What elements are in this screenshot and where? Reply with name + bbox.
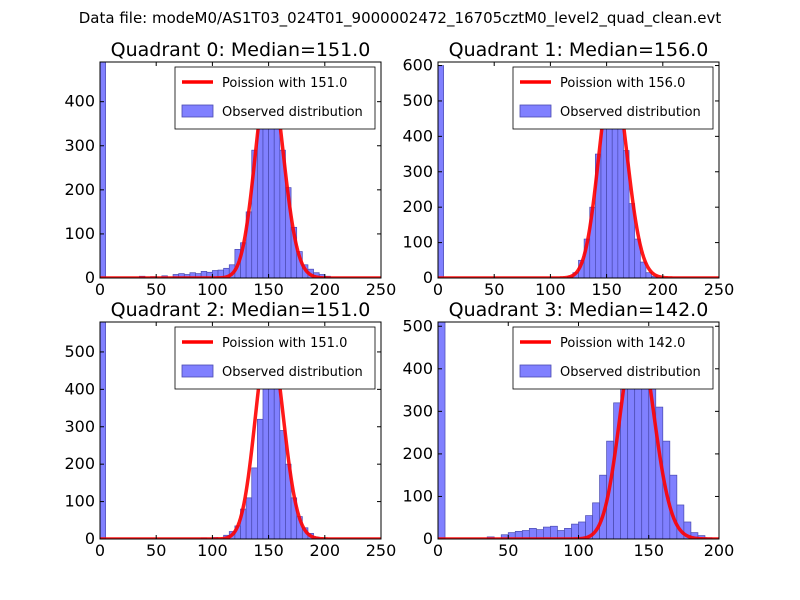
legend-box [512,66,714,130]
x-tick-label: 200 [310,541,341,560]
histogram-bar [245,497,253,539]
x-tick-label: 150 [253,280,284,299]
x-tick-label: 100 [535,280,566,299]
y-tick-label: 0 [423,268,433,287]
y-tick-label: 200 [64,180,95,199]
y-tick-label: 100 [64,224,95,243]
chart-panel-1: 0 50 100 150 200 250 0 100 200 300 400 500 600 Quadra… [402,39,734,299]
legend-label-observed: Observed distribution [560,105,701,120]
y-tick-label: 200 [402,197,433,216]
legend-label-poisson: Poission with 156.0 [560,76,685,91]
x-tick-label: 0 [433,280,443,299]
y-tick-label: 500 [402,316,433,335]
y-tick-label: 400 [64,379,95,398]
legend-label-observed: Observed distribution [222,105,363,120]
x-tick-label: 0 [433,541,443,560]
legend-box [174,66,376,130]
histogram-bar [257,418,264,539]
legend: Poission with 142.0 Observed distribution [512,326,714,390]
legend-label-poisson: Poission with 151.0 [222,336,347,351]
plot-area [100,322,381,539]
histogram-bar [100,62,106,278]
y-tick-label: 100 [64,492,95,511]
y-tick-label: 200 [402,444,433,463]
chart-title: Quadrant 3: Median=142.0 [449,299,709,321]
y-tick-label: 400 [64,92,95,111]
y-tick-label: 0 [85,529,95,548]
chart-panel-3: 0 50 100 150 200 0 100 200 300 400 500 Quadrant 3: … [402,299,734,560]
histogram-bar [543,526,551,539]
legend-bar-swatch [519,364,552,378]
histogram-bar [279,430,286,539]
histogram-bar [273,381,281,539]
axes-frame [99,321,382,540]
x-tick-label: 250 [704,280,735,299]
legend-label-observed: Observed distribution [560,365,701,380]
y-tick-label: 500 [64,342,95,361]
y-tick-label: 0 [423,529,433,548]
y-tick-label: 500 [402,91,433,110]
x-tick-label: 100 [563,541,594,560]
histogram-bar [100,322,106,539]
axes-frame [99,61,382,279]
x-tick-label: 200 [704,541,735,560]
legend-label-poisson: Poission with 142.0 [560,336,685,351]
x-tick-label: 250 [366,280,397,299]
x-tick-label: 50 [146,541,166,560]
y-tick-label: 200 [64,454,95,473]
y-tick-label: 100 [402,233,433,252]
legend-box [174,326,376,390]
legend-bar-swatch [181,364,214,378]
y-tick-label: 100 [402,486,433,505]
x-tick-label: 100 [197,280,228,299]
histogram-bar [438,322,446,539]
legend-box [512,326,714,390]
x-tick-label: 50 [146,280,166,299]
histogram-bar [571,523,579,539]
x-tick-label: 150 [633,541,664,560]
chart-panel-0: 0 50 100 150 200 250 0 100 200 300 400 Quadrant 0: … [64,39,396,299]
y-tick-label: 400 [402,359,433,378]
y-tick-label: 300 [402,162,433,181]
y-tick-label: 300 [402,401,433,420]
x-tick-label: 0 [95,541,105,560]
histogram-bar [617,107,624,278]
y-tick-label: 300 [64,417,95,436]
legend-bar-swatch [519,104,552,118]
histogram-bar [639,261,647,278]
legend: Poission with 151.0 Observed distribution [174,326,376,390]
legend: Poission with 156.0 Observed distribution [512,66,714,130]
x-tick-label: 50 [498,541,518,560]
figure-title: Data file: modeM0/AS1T03_024T01_90000024… [78,9,722,27]
axes-frame [437,61,720,279]
x-tick-label: 150 [591,280,622,299]
x-tick-label: 0 [95,280,105,299]
x-tick-label: 50 [484,280,504,299]
chart-title: Quadrant 2: Median=151.0 [111,299,371,321]
chart-title: Quadrant 0: Median=151.0 [111,39,371,61]
x-tick-label: 150 [253,541,284,560]
y-tick-label: 400 [402,126,433,145]
x-tick-label: 250 [366,541,397,560]
histogram-bar [683,521,692,539]
y-tick-label: 300 [64,136,95,155]
histogram-bar [550,525,558,539]
y-tick-label: 600 [402,56,433,75]
chart-panel-2: 0 50 100 150 200 250 0 100 200 300 400 500 Quadrant … [64,299,396,560]
x-tick-label: 200 [310,280,341,299]
legend: Poission with 151.0 Observed distribution [174,66,376,130]
chart-title: Quadrant 1: Median=156.0 [449,39,709,61]
y-tick-label: 0 [85,268,95,287]
legend-label-poisson: Poission with 151.0 [222,76,347,91]
legend-label-observed: Observed distribution [222,365,363,380]
histogram-bar [251,467,258,539]
legend-bar-swatch [181,104,214,118]
x-tick-label: 200 [648,280,679,299]
histogram-bar [645,272,652,278]
x-tick-label: 100 [197,541,228,560]
